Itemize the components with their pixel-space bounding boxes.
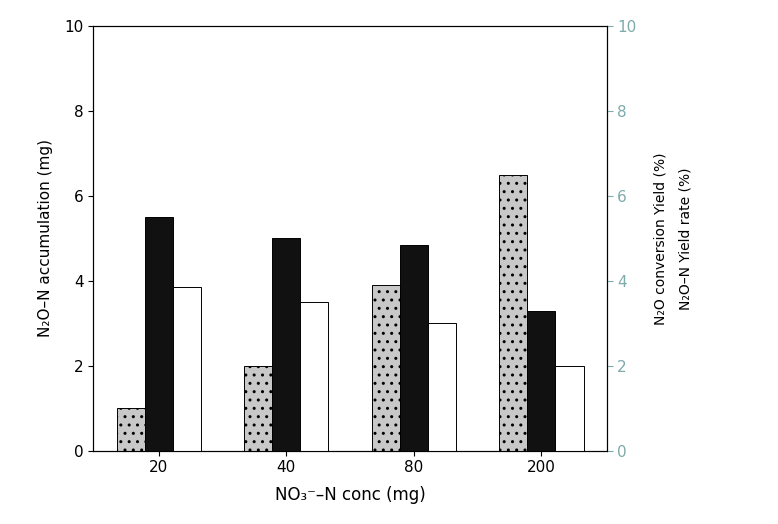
X-axis label: NO₃⁻–N conc (mg): NO₃⁻–N conc (mg) xyxy=(275,486,426,505)
Bar xyxy=(527,311,555,451)
Bar xyxy=(400,245,428,451)
Bar xyxy=(244,366,272,451)
Bar xyxy=(272,238,300,451)
Bar xyxy=(555,366,584,451)
Bar xyxy=(372,285,400,451)
Y-axis label: N₂O conversion Yield (%)
N₂O–N Yield rate (%): N₂O conversion Yield (%) N₂O–N Yield rat… xyxy=(654,152,692,325)
Y-axis label: N₂O–N accumulation (mg): N₂O–N accumulation (mg) xyxy=(38,139,53,337)
Bar xyxy=(499,175,527,451)
Bar xyxy=(173,287,201,451)
Bar xyxy=(117,408,145,451)
Bar xyxy=(145,217,173,451)
Bar xyxy=(300,302,328,451)
Bar xyxy=(428,323,456,451)
